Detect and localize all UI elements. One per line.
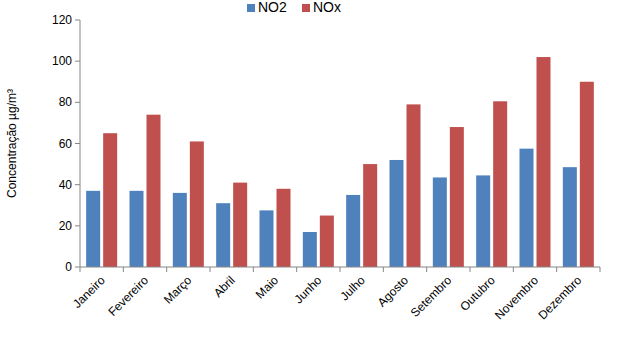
bar bbox=[277, 189, 291, 267]
x-tick-label: Setembro bbox=[408, 273, 455, 320]
y-tick-label: 0 bbox=[65, 260, 72, 274]
bar bbox=[320, 216, 334, 267]
x-tick bbox=[556, 267, 557, 272]
bar bbox=[173, 193, 187, 267]
bar bbox=[493, 101, 507, 267]
x-tick bbox=[210, 267, 211, 272]
y-tick bbox=[75, 143, 80, 144]
y-tick bbox=[75, 267, 80, 268]
x-tick-label: Novembro bbox=[492, 273, 541, 322]
bar bbox=[260, 210, 274, 267]
chart-container: 0 20 40 60 80 100 120 JaneiroFevereiro Março Abri… bbox=[0, 0, 619, 362]
x-tick-label: Junho bbox=[291, 273, 324, 306]
y-tick bbox=[75, 184, 80, 185]
legend: NO2 NOx bbox=[247, 0, 341, 15]
y-tick-label: 60 bbox=[59, 137, 73, 151]
x-tick bbox=[123, 267, 124, 272]
y-tick bbox=[75, 61, 80, 62]
x-tick bbox=[513, 267, 514, 272]
x-tick-label: Outubro bbox=[457, 273, 498, 314]
bar bbox=[580, 82, 594, 267]
x-tick-label: Abril bbox=[211, 273, 238, 300]
y-tick-label: 20 bbox=[59, 219, 73, 233]
x-tick bbox=[80, 267, 81, 272]
legend-label: NO2 bbox=[258, 0, 287, 15]
x-tick-label: Março bbox=[161, 273, 195, 307]
bar bbox=[130, 191, 144, 267]
bar bbox=[190, 141, 204, 267]
y-axis-label: Concentração µg/m³ bbox=[5, 89, 19, 198]
bar bbox=[216, 203, 230, 267]
y-tick-label: 120 bbox=[52, 13, 72, 27]
bar bbox=[390, 160, 404, 267]
bar bbox=[147, 115, 161, 267]
bar bbox=[537, 57, 551, 267]
legend-swatch bbox=[247, 4, 255, 12]
bar bbox=[450, 127, 464, 267]
bar bbox=[520, 149, 534, 267]
x-tick bbox=[470, 267, 471, 272]
y-tick bbox=[75, 20, 80, 21]
y-tick-label: 100 bbox=[52, 54, 72, 68]
bar bbox=[476, 175, 490, 267]
bar bbox=[303, 232, 317, 267]
x-tick-label: Dezembro bbox=[535, 273, 584, 322]
x-tick-label: Maio bbox=[253, 273, 282, 302]
y-tick-label: 80 bbox=[59, 95, 73, 109]
chart-svg: 0 20 40 60 80 100 120 JaneiroFevereiro Março Abri… bbox=[0, 0, 619, 362]
x-tick-label: Janeiro bbox=[70, 273, 108, 311]
bars bbox=[86, 57, 594, 267]
x-tick bbox=[296, 267, 297, 272]
bar bbox=[363, 164, 377, 267]
x-tick-label: Fevereiro bbox=[105, 273, 151, 319]
legend-label: NOx bbox=[313, 0, 341, 15]
bar bbox=[103, 133, 117, 267]
y-tick bbox=[75, 102, 80, 103]
bar bbox=[346, 195, 360, 267]
bar bbox=[233, 183, 247, 267]
x-tick bbox=[340, 267, 341, 272]
x-tick bbox=[426, 267, 427, 272]
bar bbox=[407, 104, 421, 267]
bar bbox=[433, 177, 447, 267]
x-tick bbox=[383, 267, 384, 272]
bar bbox=[86, 191, 100, 267]
legend-swatch bbox=[302, 4, 310, 12]
x-tick bbox=[166, 267, 167, 272]
x-tick-label: Julho bbox=[338, 273, 368, 303]
y-tick-label: 40 bbox=[59, 178, 73, 192]
y-tick bbox=[75, 225, 80, 226]
x-tick bbox=[600, 267, 601, 272]
x-tick bbox=[253, 267, 254, 272]
bar bbox=[563, 167, 577, 267]
x-tick-label: Agosto bbox=[375, 273, 412, 310]
